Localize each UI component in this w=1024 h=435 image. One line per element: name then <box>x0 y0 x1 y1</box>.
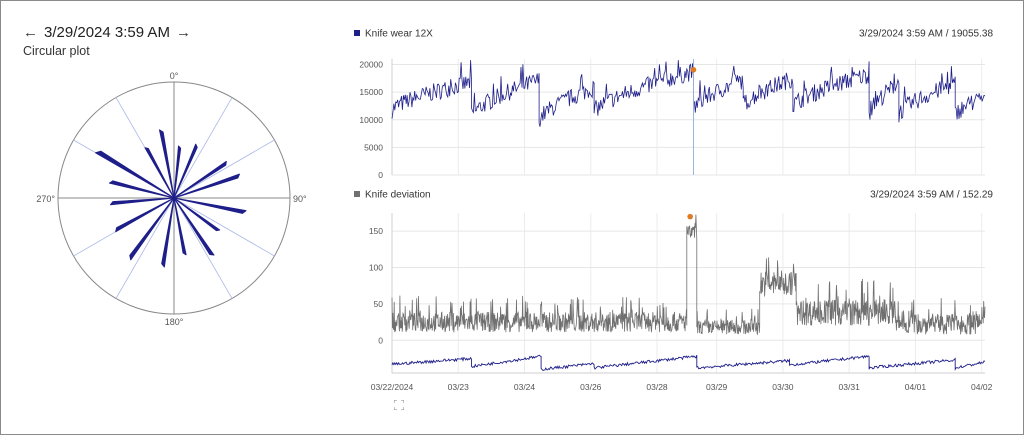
polar-label-90: 90° <box>293 194 307 204</box>
expand-icon[interactable] <box>394 400 404 410</box>
polar-label-0: 0° <box>170 71 179 81</box>
polar-spoke-10 <box>115 197 175 233</box>
legend-swatch-knife-wear <box>354 30 360 36</box>
x-tick-7: 03/31 <box>839 382 861 392</box>
arrow-left-icon[interactable]: ← <box>23 23 38 41</box>
polar-spoke-6 <box>173 197 215 256</box>
wear-ytick-4: 20000 <box>359 60 383 70</box>
time-series-charts: Knife wear 12X 3/29/2024 3:59 AM / 19055.… <box>354 29 993 392</box>
x-tick-6: 03/30 <box>772 382 794 392</box>
polar-spoke-5 <box>173 197 221 232</box>
polar-spoke-9 <box>129 197 175 261</box>
x-tick-9: 04/02 <box>971 382 993 392</box>
marker-knife-wear <box>690 66 697 73</box>
wear-ytick-0: 0 <box>378 170 383 180</box>
polar-spoke-3 <box>173 173 240 199</box>
polar-spoke-2 <box>173 160 227 199</box>
x-tick-1: 03/23 <box>448 382 470 392</box>
polar-spoke-11 <box>109 197 175 206</box>
readout-knife-wear: 3/29/2024 3:59 AM / 19055.38 <box>859 29 993 40</box>
marker-knife-deviation <box>687 213 693 220</box>
polar-spoke-15 <box>158 129 175 199</box>
date-header: ← 3/29/2024 3:59 AM → <box>23 22 191 42</box>
x-tick-0: 03/22/2024 <box>371 382 414 392</box>
circular-plot-title: Circular plot <box>23 44 90 58</box>
polar-spoke-13 <box>95 150 175 199</box>
polar-spoke-7 <box>173 197 187 256</box>
series-deviation-baseline <box>391 354 986 372</box>
polar-spoke-0 <box>173 145 182 199</box>
legend-swatch-knife-deviation <box>354 191 360 197</box>
dev-ytick-1: 50 <box>374 299 384 309</box>
wear-ytick-3: 15000 <box>359 87 383 97</box>
dev-ytick-2: 100 <box>369 263 383 273</box>
x-tick-4: 03/28 <box>646 382 668 392</box>
series-knife-deviation <box>391 214 986 336</box>
legend-knife-wear: Knife wear 12X <box>365 29 433 40</box>
x-tick-3: 03/26 <box>580 382 602 392</box>
polar-spoke-8 <box>161 197 175 268</box>
polar-spoke-14 <box>144 147 175 199</box>
wear-ytick-2: 10000 <box>359 115 383 125</box>
circular-plot: 0° 90° 180° 270° <box>36 71 307 327</box>
polar-spoke-1 <box>173 143 198 199</box>
polar-label-270: 270° <box>36 194 55 204</box>
series-knife-wear <box>391 60 986 127</box>
x-tick-8: 04/01 <box>905 382 927 392</box>
polar-spoke-4 <box>173 197 247 214</box>
arrow-right-icon[interactable]: → <box>175 23 191 41</box>
polar-label-180: 180° <box>165 317 184 327</box>
x-tick-2: 03/24 <box>514 382 536 392</box>
dev-ytick-3: 150 <box>369 226 383 236</box>
x-tick-5: 03/29 <box>706 382 728 392</box>
dev-ytick-0: 0 <box>378 335 383 345</box>
current-date: 3/29/2024 3:59 AM <box>44 23 170 41</box>
legend-knife-deviation: Knife deviation <box>365 190 431 201</box>
polar-spoke-12 <box>109 180 175 199</box>
readout-knife-deviation: 3/29/2024 3:59 AM / 152.29 <box>870 190 993 201</box>
wear-ytick-1: 5000 <box>364 142 383 152</box>
